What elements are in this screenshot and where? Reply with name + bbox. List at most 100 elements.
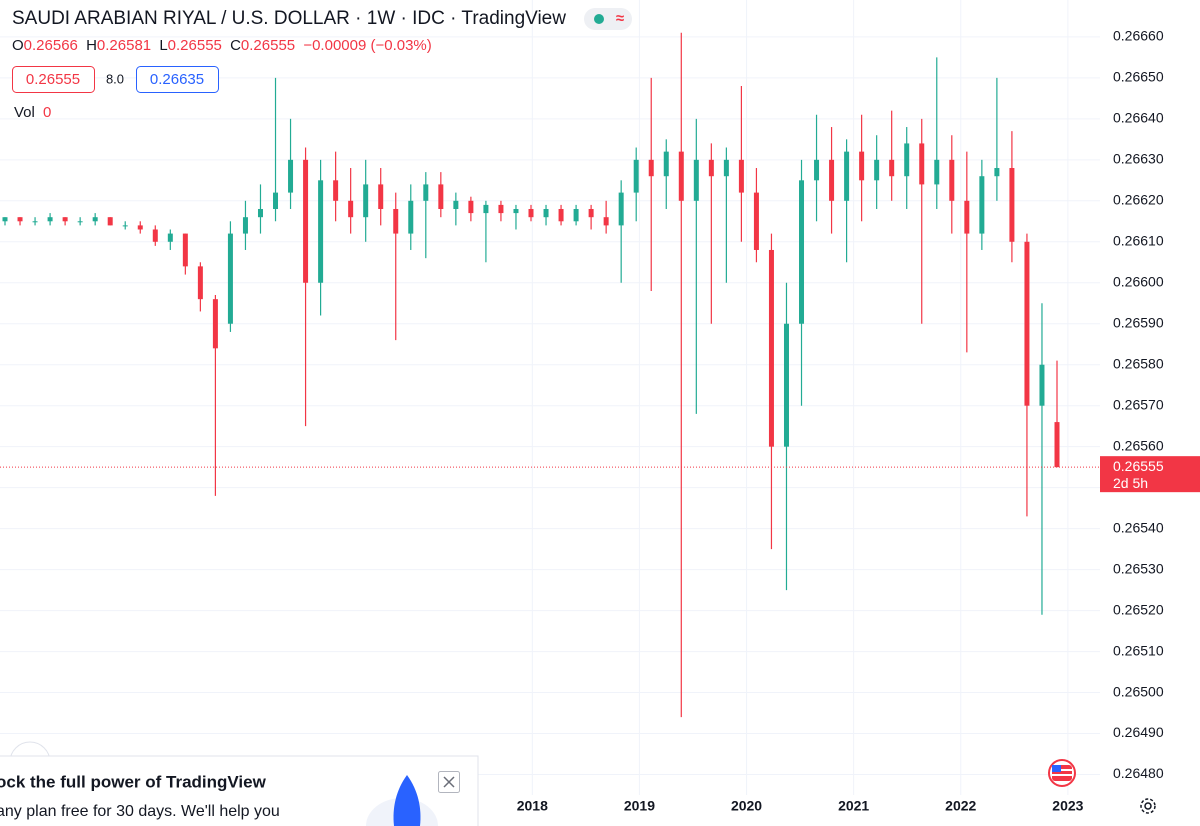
candle-body [62,217,68,222]
candle-body [408,200,414,234]
candle-body [378,184,384,209]
y-tick-label: 0.26670 [1113,0,1164,3]
candle-body [588,208,594,218]
candle-body [348,200,354,218]
candle-body [919,143,925,185]
candle-body [1054,422,1060,468]
ohlc-value: 0.26566 [24,37,78,54]
candle-body [558,208,564,222]
candle-body [393,208,399,234]
y-tick-label: 0.26480 [1113,765,1164,781]
y-tick-label: 0.26500 [1113,683,1164,699]
x-tick-label: 2020 [731,798,762,814]
candle-body [799,180,805,324]
candle-body [573,208,579,222]
candle-body [663,151,669,177]
candle-body [423,184,429,201]
y-tick-label: 0.26570 [1113,396,1164,412]
candle-body [603,217,609,226]
candle-body [273,192,279,209]
market-dot [594,14,604,24]
promo-text: any plan free for 30 days. We'll help yo… [0,803,280,820]
y-tick-label: 0.26490 [1113,724,1164,740]
symbol-title: SAUDI ARABIAN RIYAL / U.S. DOLLAR · 1W ·… [12,8,566,29]
candle-body [678,151,684,201]
y-tick-label: 0.26660 [1113,28,1164,44]
close-icon [443,776,455,788]
delay-icon: ≈ [616,10,624,27]
candle-body [859,151,865,181]
candle-body [257,208,263,218]
candles [2,32,1060,718]
candle-body [844,151,850,201]
candle-body [543,208,549,218]
candle-body [934,159,940,185]
candle-body [889,159,895,177]
gear-inner [1144,802,1152,810]
buy-price: 0.26635 [150,71,204,88]
x-tick-label: 2022 [945,798,976,814]
candle-body [17,217,23,222]
candle-body [303,159,309,283]
candle-body [32,221,38,223]
candle-body [167,233,173,242]
candle-body [363,184,369,218]
y-tick-label: 0.26610 [1113,232,1164,248]
last-price-label: 0.26555 [1113,458,1164,474]
quote-buttons: 0.26555 8.0 0.26635 [12,66,219,93]
candle-body [633,159,639,193]
candle-body [874,159,880,181]
y-tick-label: 0.26530 [1113,560,1164,576]
candle-body [212,299,218,349]
candle-body [2,217,8,222]
status-pill: ≈ [584,8,632,30]
y-tick-label: 0.26620 [1113,192,1164,208]
last-price-box [1100,456,1200,493]
x-tick-label: 2019 [624,798,655,814]
ohlc-key: C [230,37,241,54]
candle-body [468,200,474,214]
y-tick-label: 0.26510 [1113,642,1164,658]
candle-body [77,221,83,223]
flag-icon[interactable] [1048,759,1076,787]
y-tick-label: 0.26650 [1113,69,1164,85]
volume-label: Vol [14,104,35,121]
y-tick-label: 0.26520 [1113,601,1164,617]
candle-body [288,159,294,193]
ohlc-value: 0.26555 [241,37,295,54]
candle-body [152,229,158,242]
promo-panel: ock the full power of TradingView any pl… [0,755,479,826]
candle-body [768,249,774,447]
candle-body [182,233,188,267]
promo-title: ock the full power of TradingView [0,772,267,791]
candle-body [498,204,504,214]
candle-body [814,159,820,181]
x-tick-label: 2021 [838,798,869,814]
ohlc-value: 0.26555 [168,37,222,54]
y-tick-label: 0.26590 [1113,314,1164,330]
y-tick-label: 0.26560 [1113,437,1164,453]
flag-canton [1052,765,1061,772]
y-tick-label: 0.26630 [1113,151,1164,167]
y-tick-label: 0.26640 [1113,110,1164,126]
settings-icon[interactable] [1140,798,1156,814]
pill-bg [584,8,632,30]
candle-body [197,266,203,300]
ohlc-key: O [12,37,24,54]
candle-body [618,192,624,226]
candle-body [47,217,53,222]
x-tick-label: 2023 [1052,798,1083,814]
volume-value: 0 [43,104,51,121]
candle-body [333,180,339,201]
candle-body [964,200,970,234]
countdown-label: 2d 5h [1113,475,1148,491]
spread: 8.0 [106,71,124,86]
sell-button[interactable] [12,66,95,93]
buy-button[interactable] [136,66,219,93]
candle-body [483,204,489,214]
ohlc-key: L [159,37,167,54]
candle-body [648,159,654,177]
ohlc-value: 0.26581 [97,37,151,54]
candle-body [723,159,729,177]
